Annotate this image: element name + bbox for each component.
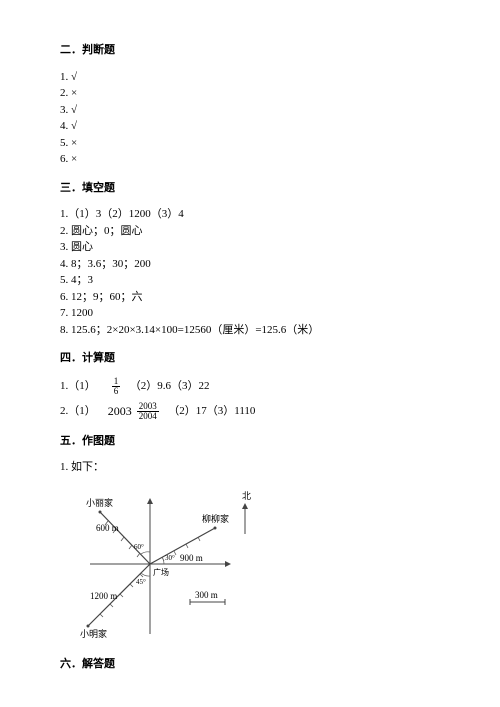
- s2-item: 3. √: [60, 102, 440, 119]
- angle-45: 45°: [136, 578, 146, 586]
- section-4-title: 四．计算题: [60, 350, 440, 367]
- mixed-whole: 2003: [108, 402, 132, 420]
- s4-l1-prefix: 1.（1）: [60, 378, 96, 395]
- dist-600: 600 m: [96, 523, 119, 533]
- direction-diagram: 北 小丽家 600 m 60° 柳柳家 900 m 30°: [70, 484, 270, 644]
- s3-item: 3. 圆心: [60, 239, 440, 256]
- s3-item: 6. 12；9；60；六: [60, 289, 440, 306]
- s3-item: 7. 1200: [60, 305, 440, 322]
- s3-item: 8. 125.6；2×20×3.14×100=12560（厘米）=125.6（米…: [60, 322, 440, 339]
- top-left-name: 小丽家: [86, 497, 113, 508]
- s4-l1-rest: （2）9.6（3）22: [124, 378, 209, 395]
- s3-item: 4. 8；3.6；30；200: [60, 256, 440, 273]
- section-2-answers: 1. √ 2. × 3. √ 4. √ 5. × 6. ×: [60, 69, 440, 168]
- bottom-name: 小明家: [80, 628, 107, 639]
- section-3-title: 三．填空题: [60, 180, 440, 197]
- s4-l2-rest: （2）17（3）1110: [163, 403, 256, 420]
- angle-30: 30°: [165, 554, 175, 562]
- s2-item: 4. √: [60, 118, 440, 135]
- mixed-number: 2003 2003 2004: [108, 402, 163, 421]
- s4-line-1: 1.（1） 1 6 （2）9.6（3）22: [60, 377, 440, 396]
- frac-den: 2004: [137, 412, 159, 421]
- s3-item: 5. 4；3: [60, 272, 440, 289]
- fraction-1-6: 1 6: [112, 377, 121, 396]
- dist-1200: 1200 m: [90, 591, 117, 601]
- s2-item: 5. ×: [60, 135, 440, 152]
- section-5-title: 五．作图题: [60, 433, 440, 450]
- section-6-title: 六．解答题: [60, 656, 440, 673]
- dist-900: 900 m: [180, 553, 203, 563]
- section-2-title: 二．判断题: [60, 42, 440, 59]
- right-name: 柳柳家: [202, 513, 229, 524]
- s2-item: 1. √: [60, 69, 440, 86]
- s4-line-2: 2.（1） 2003 2003 2004 （2）17（3）1110: [60, 402, 440, 421]
- s5-item: 1. 如下：: [60, 459, 440, 476]
- frac-num: 2003: [137, 402, 159, 412]
- section-3-answers: 1.（1）3（2）1200（3）4 2. 圆心；0；圆心 3. 圆心 4. 8；…: [60, 206, 440, 338]
- s3-item: 2. 圆心；0；圆心: [60, 223, 440, 240]
- s2-item: 2. ×: [60, 85, 440, 102]
- s3-item: 1.（1）3（2）1200（3）4: [60, 206, 440, 223]
- center-name: 广场: [153, 567, 169, 577]
- frac-den: 6: [112, 387, 121, 396]
- fraction-2003-2004: 2003 2004: [137, 402, 159, 421]
- frac-num: 1: [112, 377, 121, 387]
- north-label: 北: [242, 491, 251, 501]
- s4-l2-prefix: 2.（1）: [60, 403, 96, 420]
- scale-300: 300 m: [195, 590, 218, 600]
- angle-60: 60°: [134, 543, 144, 551]
- s2-item: 6. ×: [60, 151, 440, 168]
